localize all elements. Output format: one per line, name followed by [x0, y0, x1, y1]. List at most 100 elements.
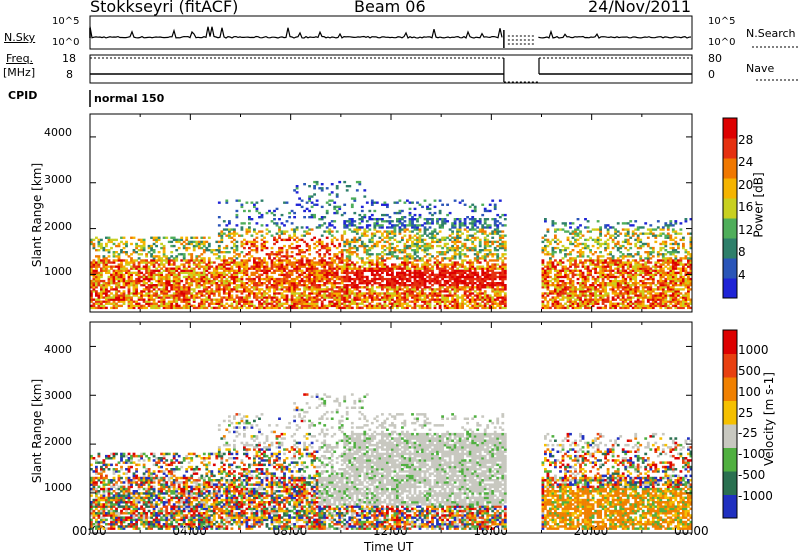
power-cell: [365, 277, 369, 281]
power-cell: [456, 306, 460, 310]
power-cell: [373, 298, 377, 301]
power-cell: [493, 277, 497, 281]
power-cell: [235, 199, 239, 202]
power-cell: [373, 306, 377, 310]
power-cell: [353, 267, 357, 270]
power-cell: [167, 304, 171, 308]
power-cell: [270, 220, 274, 223]
power-cell: [315, 286, 319, 289]
power-cell: [486, 302, 490, 305]
power-cell: [288, 290, 292, 293]
power-cell: [157, 296, 161, 299]
power-cell: [416, 294, 419, 297]
power-cell: [549, 269, 552, 272]
power-cell: [293, 238, 297, 242]
power-cell: [303, 230, 307, 233]
power-cell: [90, 238, 93, 242]
power-cell: [120, 259, 123, 262]
power-cell: [451, 265, 455, 268]
power-cell: [335, 255, 339, 258]
power-cell: [546, 284, 550, 287]
power-cell: [451, 294, 455, 297]
power-cell: [391, 306, 394, 310]
power-cell: [150, 236, 154, 239]
power-cell: [438, 253, 442, 256]
power-cell: [162, 275, 166, 279]
power-cell: [243, 238, 246, 242]
power-cell: [403, 306, 407, 310]
power-cell: [391, 236, 394, 239]
power-cell: [127, 284, 131, 287]
power-cell: [320, 290, 324, 293]
power-cell: [273, 209, 276, 213]
power-cell: [222, 261, 226, 264]
power-cell: [544, 296, 547, 299]
power-cell: [127, 269, 131, 272]
power-cell: [373, 290, 377, 293]
power-cell: [335, 195, 339, 198]
power-cell: [330, 275, 334, 279]
power-cell: [559, 279, 562, 283]
power-cell: [574, 290, 577, 293]
power-cell: [170, 269, 174, 272]
power-cell: [355, 304, 359, 308]
power-cell: [438, 290, 442, 293]
power-cell: [353, 251, 357, 254]
power-cell: [248, 216, 251, 219]
power-cell: [222, 269, 226, 272]
power-cell: [396, 298, 399, 301]
power-cell: [591, 288, 595, 291]
power-cell: [493, 273, 497, 277]
power-cell: [501, 242, 505, 246]
power-cell: [556, 242, 560, 246]
power-cell: [293, 269, 297, 272]
power-cell: [165, 304, 169, 308]
power-cell: [564, 290, 567, 293]
power-cell: [243, 261, 246, 264]
power-cell: [388, 216, 392, 219]
power-cell: [217, 284, 221, 287]
power-cell: [298, 306, 302, 310]
power-cell: [313, 277, 317, 281]
power-cell: [503, 242, 507, 246]
power-cell: [275, 296, 279, 299]
power-cell: [290, 236, 294, 239]
power-cell: [559, 290, 562, 293]
power-cell: [431, 240, 434, 244]
power-cell: [544, 286, 547, 289]
power-cell: [212, 275, 216, 279]
power-cell: [295, 304, 299, 308]
power-cell: [413, 275, 417, 279]
power-cell: [453, 255, 457, 258]
power-cell: [310, 296, 314, 299]
power-cell: [431, 220, 434, 223]
power-cell: [473, 304, 477, 308]
power-cell: [265, 265, 269, 268]
power-cell: [446, 242, 450, 246]
power-cell: [273, 236, 276, 239]
power-cell: [375, 294, 379, 297]
power-cell: [325, 294, 329, 297]
power-cell: [498, 290, 502, 293]
power-cell: [456, 263, 460, 266]
power-cell: [383, 213, 387, 217]
power-cell: [207, 271, 211, 275]
power-cell: [453, 224, 457, 227]
power-cell: [142, 300, 146, 303]
power-cell: [258, 282, 261, 285]
power-cell: [333, 255, 337, 258]
power-cell: [340, 251, 344, 254]
power-cell: [298, 263, 302, 266]
power-cell: [235, 273, 239, 277]
power-cell: [253, 304, 256, 308]
power-cell: [338, 304, 342, 308]
power-cell: [413, 277, 417, 281]
power-cell: [348, 296, 352, 299]
power-cell: [501, 263, 505, 266]
power-cell: [177, 304, 181, 308]
power-cell: [496, 284, 500, 287]
power-cell: [165, 282, 169, 285]
power-cell: [117, 298, 121, 301]
power-cell: [150, 286, 154, 289]
power-cell: [220, 240, 224, 244]
